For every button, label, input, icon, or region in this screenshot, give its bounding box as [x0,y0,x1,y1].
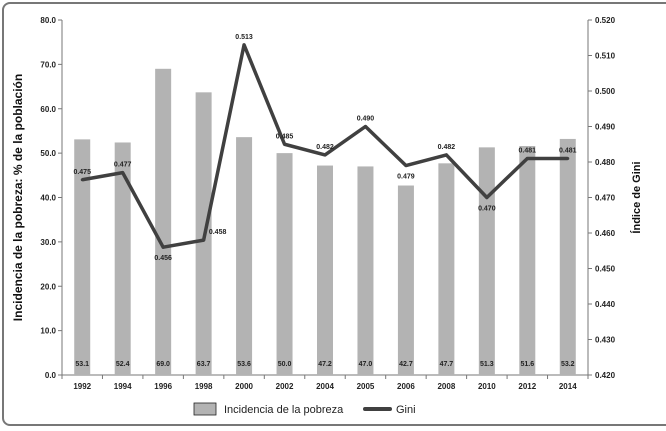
bar-label: 63.7 [197,361,211,368]
y2-tick-label: 0.510 [595,52,616,61]
x-tick-label: 2014 [559,382,577,391]
x-tick-label: 1992 [73,382,91,391]
y2-tick-label: 0.500 [595,87,616,96]
y-tick-label: 30.0 [40,238,56,247]
gini-point-2006 [404,164,408,168]
x-tick-label: 1996 [154,382,172,391]
y2-tick-label: 0.450 [595,265,616,274]
bar-1994 [114,142,131,375]
y-tick-label: 80.0 [40,16,56,25]
gini-label: 0.458 [209,229,227,236]
bar-2004 [317,165,333,375]
gini-point-2002 [283,142,287,146]
gini-label: 0.490 [357,116,375,123]
bar-label: 53.6 [237,361,251,368]
gini-point-1994 [121,171,125,175]
gini-point-1998 [202,238,206,242]
legend-label-pobreza: Incidencia de la pobreza [224,404,344,416]
y-axis-title: Incidencia de la pobreza: % de la poblac… [11,74,25,321]
gini-point-1996 [161,245,165,249]
y2-tick-label: 0.520 [595,16,616,25]
bar-2000 [236,137,253,375]
legend-swatch-pobreza [193,402,217,416]
y2-tick-label: 0.460 [595,229,616,238]
y2-tick-label: 0.420 [595,371,616,380]
bar-2002 [276,153,293,375]
bar-label: 47.7 [440,361,454,368]
gini-label: 0.482 [316,144,334,151]
gini-point-2010 [485,196,489,199]
x-tick-label: 2004 [316,382,334,391]
bar-2012 [519,146,536,375]
bar-label: 52.4 [116,361,130,368]
gini-point-1992 [80,178,84,182]
x-tick-label: 2012 [518,382,536,391]
gini-point-2000 [242,43,246,47]
bar-label: 53.1 [75,361,89,368]
x-tick-label: 1994 [114,382,132,391]
x-tick-label: 2010 [478,382,496,391]
x-tick-label: 1998 [195,382,213,391]
gini-label: 0.481 [519,147,537,154]
bar-label: 47.2 [318,361,332,368]
bar-label: 50.0 [278,361,292,368]
y2-axis-title: Índice de Gini [630,161,643,233]
y-tick-label: 70.0 [40,60,56,69]
y-tick-label: 20.0 [40,282,56,291]
gini-point-2005 [363,125,367,128]
bar-2005 [357,166,374,375]
y2-tick-label: 0.480 [595,158,616,167]
gini-label: 0.479 [397,174,415,181]
bar-1996 [155,68,172,375]
bar-label: 51.3 [480,361,494,368]
bar-2008 [438,163,455,375]
y-tick-label: 0.0 [45,371,57,380]
y-tick-label: 40.0 [40,194,56,203]
gini-label: 0.481 [559,147,577,154]
bar-1992 [74,139,91,375]
bar-2014 [559,138,576,375]
x-tick-label: 2005 [357,382,375,391]
y-tick-label: 50.0 [40,149,56,158]
bar-label: 53.2 [561,361,575,368]
x-tick-label: 2006 [397,382,415,391]
y2-tick-label: 0.470 [595,194,616,203]
bar-label: 42.7 [399,361,413,368]
gini-label: 0.475 [73,169,91,176]
gini-label: 0.456 [154,255,172,262]
bar-label: 51.6 [520,361,534,368]
gini-point-2008 [444,153,448,157]
y-tick-label: 10.0 [40,327,56,336]
x-tick-label: 2002 [276,382,294,391]
gini-label: 0.485 [276,133,294,140]
gini-point-2014 [566,156,570,160]
x-tick-label: 2008 [437,382,455,391]
gini-label: 0.513 [235,34,253,41]
x-tick-label: 2000 [235,382,253,391]
y2-tick-label: 0.430 [595,336,616,345]
y2-tick-label: 0.440 [595,300,616,309]
gini-label: 0.477 [114,162,132,169]
bar-label: 69.0 [156,361,170,368]
y-tick-label: 60.0 [40,105,56,114]
y2-tick-label: 0.490 [595,123,616,132]
gini-label: 0.482 [438,144,456,151]
gini-point-2012 [525,156,529,160]
bar-2010 [478,147,495,375]
gini-label: 0.470 [478,206,496,213]
bar-2006 [397,185,414,375]
bar-label: 47.0 [359,361,373,368]
gini-point-2004 [323,153,327,157]
legend-label-gini: Gini [396,404,416,416]
